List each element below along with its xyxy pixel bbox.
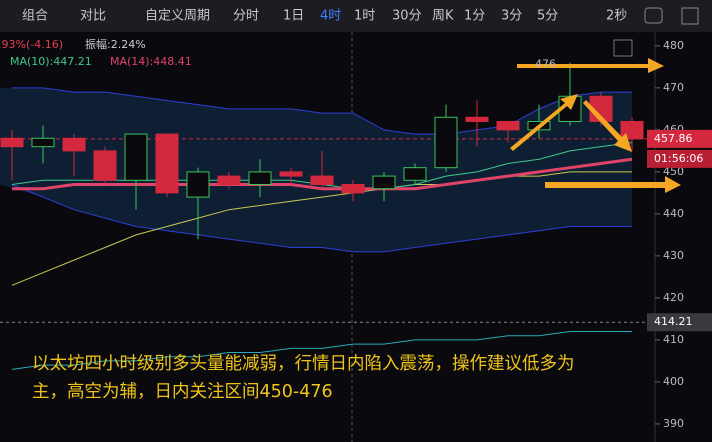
y-tick-label: 420: [663, 291, 684, 304]
ma-line: [11, 331, 632, 370]
candle-body: [372, 175, 396, 190]
candle-body: [403, 167, 427, 181]
candle-body: [124, 133, 148, 181]
period-button[interactable]: 对比: [80, 9, 106, 24]
band-lower: [11, 184, 632, 253]
period-button[interactable]: 分时: [233, 9, 259, 24]
toolbar: [0, 0, 712, 32]
expand-icon[interactable]: [681, 7, 699, 25]
collapse-icon[interactable]: [613, 39, 633, 57]
band-upper: [12, 87, 632, 135]
candle-body: [496, 120, 520, 131]
ref-price-tag-bg: [647, 313, 712, 332]
period-button[interactable]: 1分: [464, 9, 485, 24]
toolbar-items: 组合 对比 自定义周期 分时 1日 4时 1时 30分 周K 1分 3分 5分 2秒: [22, 9, 627, 24]
camera-icon[interactable]: [644, 7, 663, 24]
candle-body: [93, 150, 117, 181]
candle-body: [155, 133, 179, 194]
annotation-line: 主，高空为辅，日内关注区间450-476: [32, 382, 333, 402]
candle-body: [465, 116, 489, 122]
period-button[interactable]: 4时: [320, 9, 341, 24]
interval: 2秒: [606, 9, 627, 24]
countdown-tag-bg: [647, 149, 712, 168]
candle-body: [217, 175, 241, 185]
candle-body: [186, 171, 210, 198]
y-tick-label: 480: [663, 39, 684, 52]
period-button[interactable]: 1时: [354, 9, 375, 24]
y-tick-label: 450: [663, 165, 684, 178]
last-price-tag: 457.86: [654, 132, 693, 145]
y-tick-label: 470: [663, 81, 684, 94]
arrows: [510, 58, 681, 193]
period-button[interactable]: 1日: [283, 9, 304, 24]
annotation-line: 以太坊四小时级别多头量能减弱，行情日内陷入震荡，操作建议低多为: [32, 354, 575, 374]
candle-body: [279, 171, 303, 177]
candle-body: [31, 137, 55, 148]
countdown-tag: 01:56:06: [654, 152, 703, 165]
last-price-tag-bg: [647, 129, 712, 148]
y-tick-label: 400: [663, 375, 684, 388]
ma-line: [11, 171, 632, 286]
change: .93%(-4.16): [0, 38, 63, 51]
period-button[interactable]: 自定义周期: [145, 9, 210, 24]
period-button[interactable]: 5分: [537, 9, 558, 24]
period-button[interactable]: 组合: [22, 9, 48, 24]
high-label: 476: [535, 58, 556, 71]
amplitude: 振幅:2.24%: [85, 37, 146, 51]
candle-body: [62, 137, 86, 152]
ref-price-tag: 414.21: [654, 315, 693, 328]
ma10-label: MA(10):447.21: [10, 55, 92, 68]
band-fill: [0, 87, 632, 252]
candle-body: [248, 171, 272, 185]
candle-body: [341, 183, 365, 194]
y-tick-label: 390: [663, 417, 684, 430]
plot: [0, 62, 655, 370]
ma14-label: MA(14):448.41: [110, 55, 192, 68]
y-tick-label: 410: [663, 333, 684, 346]
candle-body: [310, 175, 334, 185]
y-tick-label: 440: [663, 207, 684, 220]
period-button[interactable]: 周K: [432, 9, 454, 24]
y-tick-label: 430: [663, 249, 684, 262]
candle-body: [620, 120, 644, 140]
candle-body: [0, 137, 24, 148]
period-button[interactable]: 30分: [392, 9, 422, 24]
candle-body: [434, 116, 458, 169]
period-button[interactable]: 3分: [501, 9, 522, 24]
